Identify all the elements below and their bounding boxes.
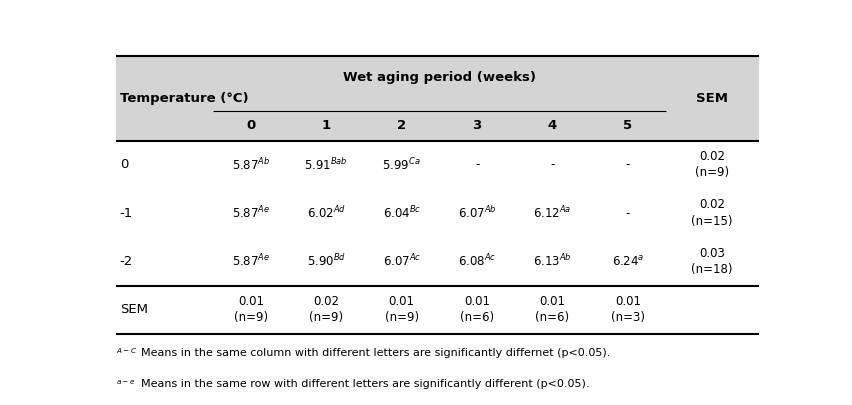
Text: $^{A-C}$: $^{A-C}$ (117, 348, 138, 358)
Bar (117, 189, 759, 237)
Text: 0.01: 0.01 (238, 295, 264, 308)
Bar (117, 237, 759, 286)
Text: (n=6): (n=6) (535, 311, 569, 324)
Text: 2: 2 (397, 119, 406, 132)
Text: 0: 0 (246, 119, 256, 132)
Text: 5.90$^{Bd}$: 5.90$^{Bd}$ (307, 254, 346, 269)
Text: -2: -2 (119, 255, 133, 268)
Text: (n=15): (n=15) (692, 215, 733, 228)
Text: 5.87$^{Ae}$: 5.87$^{Ae}$ (232, 205, 270, 222)
Text: SEM: SEM (119, 303, 147, 316)
Bar (117, 141, 759, 189)
Text: (n=6): (n=6) (460, 311, 494, 324)
Text: 0: 0 (119, 158, 128, 171)
Text: 6.12$^{Aa}$: 6.12$^{Aa}$ (533, 205, 572, 222)
Text: -: - (625, 158, 630, 171)
Text: 0.01: 0.01 (539, 295, 566, 308)
Text: (n=3): (n=3) (611, 311, 645, 324)
Text: 5.91$^{Bab}$: 5.91$^{Bab}$ (304, 157, 348, 173)
Text: 0.03: 0.03 (699, 247, 725, 260)
Text: 0.02: 0.02 (314, 295, 339, 308)
Text: 3: 3 (473, 119, 481, 132)
Text: 6.13$^{Ab}$: 6.13$^{Ab}$ (533, 254, 572, 269)
Text: (n=9): (n=9) (234, 311, 268, 324)
Text: (n=9): (n=9) (695, 166, 729, 179)
Bar (117, 111, 759, 141)
Text: 6.04$^{Bc}$: 6.04$^{Bc}$ (383, 205, 421, 222)
Text: (n=18): (n=18) (692, 263, 733, 276)
Text: 0.01: 0.01 (615, 295, 641, 308)
Text: 4: 4 (548, 119, 557, 132)
Text: -: - (550, 158, 555, 171)
Text: 5.87$^{Ab}$: 5.87$^{Ab}$ (232, 157, 270, 173)
Text: $^{a-e}$: $^{a-e}$ (117, 379, 136, 389)
Text: 5.87$^{Ae}$: 5.87$^{Ae}$ (232, 253, 270, 270)
Bar (117, 286, 759, 334)
Text: 0.01: 0.01 (464, 295, 490, 308)
Text: 5: 5 (624, 119, 632, 132)
Text: 6.02$^{Ad}$: 6.02$^{Ad}$ (307, 205, 346, 221)
Text: 6.08$^{Ac}$: 6.08$^{Ac}$ (458, 253, 496, 270)
Text: Means in the same row with different letters are significantly different (p<0.05: Means in the same row with different let… (141, 379, 590, 389)
Text: -1: -1 (119, 207, 133, 220)
Text: 5.99$^{Ca}$: 5.99$^{Ca}$ (383, 156, 421, 173)
Text: SEM: SEM (696, 92, 728, 105)
Text: 6.07$^{Ac}$: 6.07$^{Ac}$ (383, 253, 421, 270)
Text: Temperature (°C): Temperature (°C) (119, 92, 248, 105)
Text: 6.24$^{a}$: 6.24$^{a}$ (612, 254, 644, 269)
Text: Wet aging period (weeks): Wet aging period (weeks) (343, 70, 536, 84)
Text: -: - (475, 158, 480, 171)
Text: 1: 1 (322, 119, 331, 132)
Text: (n=9): (n=9) (385, 311, 419, 324)
Text: (n=9): (n=9) (309, 311, 343, 324)
Text: 6.07$^{Ab}$: 6.07$^{Ab}$ (458, 205, 497, 221)
Text: 0.01: 0.01 (389, 295, 415, 308)
Text: 0.02: 0.02 (699, 198, 725, 211)
Text: -: - (625, 207, 630, 220)
Bar (117, 56, 759, 111)
Text: Means in the same column with different letters are significantly differnet (p<0: Means in the same column with different … (141, 348, 611, 358)
Text: 0.02: 0.02 (699, 150, 725, 163)
